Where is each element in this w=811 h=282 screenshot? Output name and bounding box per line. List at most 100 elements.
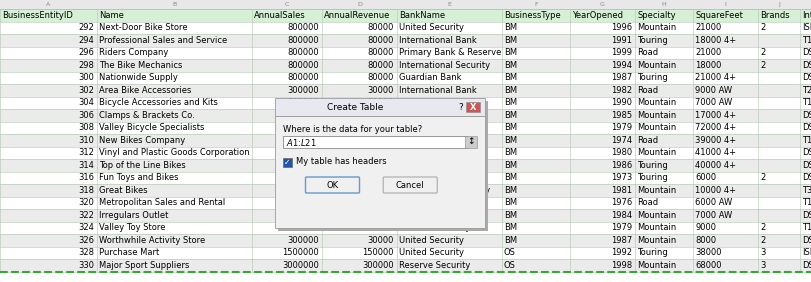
Text: ISDN: ISDN <box>802 248 811 257</box>
Text: X: X <box>470 102 476 111</box>
Bar <box>0 0 811 9</box>
Text: 80000: 80000 <box>367 23 394 32</box>
Text: 18000: 18000 <box>695 61 721 70</box>
Text: BM: BM <box>504 36 517 45</box>
Text: Name: Name <box>99 11 124 20</box>
Text: 300000: 300000 <box>287 86 319 95</box>
Text: 150000: 150000 <box>363 248 394 257</box>
Text: F: F <box>534 2 538 7</box>
Text: Road: Road <box>637 48 658 57</box>
Text: 1987: 1987 <box>611 73 632 82</box>
Text: Road: Road <box>637 86 658 95</box>
Text: DSL: DSL <box>802 236 811 245</box>
Text: 3: 3 <box>760 248 766 257</box>
Text: BM: BM <box>504 23 517 32</box>
Text: T3: T3 <box>802 186 811 195</box>
Text: 41000 4+: 41000 4+ <box>695 148 736 157</box>
Text: 30000: 30000 <box>367 123 394 132</box>
Text: C: C <box>285 2 290 7</box>
Text: J: J <box>778 2 780 7</box>
Text: BM: BM <box>504 211 517 220</box>
Text: $A$1:$L$21: $A$1:$L$21 <box>286 136 317 147</box>
Text: Road: Road <box>637 198 658 207</box>
Text: 2: 2 <box>760 48 766 57</box>
Text: International Security: International Security <box>399 186 490 195</box>
Text: A: A <box>46 2 50 7</box>
Text: International Bank: International Bank <box>399 86 477 95</box>
Text: 72000 4+: 72000 4+ <box>695 123 736 132</box>
Text: 800000: 800000 <box>287 36 319 45</box>
Text: DSL: DSL <box>802 173 811 182</box>
Text: 30000: 30000 <box>367 86 394 95</box>
Text: 300000: 300000 <box>287 236 319 245</box>
Text: International Security: International Security <box>399 61 490 70</box>
Text: DSL: DSL <box>802 61 811 70</box>
Text: 1500000: 1500000 <box>282 136 319 145</box>
Text: 322: 322 <box>78 211 94 220</box>
Text: AnnualRevenue: AnnualRevenue <box>324 11 390 20</box>
Text: 304: 304 <box>78 98 94 107</box>
Text: DSL: DSL <box>802 211 811 220</box>
Bar <box>0 159 811 171</box>
Text: Touring: Touring <box>637 73 667 82</box>
Text: Purchase Mart: Purchase Mart <box>99 248 159 257</box>
Text: DSL: DSL <box>802 261 811 270</box>
Text: Mountain: Mountain <box>637 23 676 32</box>
Text: ISDN: ISDN <box>802 23 811 32</box>
Text: 1976: 1976 <box>611 198 632 207</box>
Text: 1500000: 1500000 <box>282 148 319 157</box>
Text: 1991: 1991 <box>611 36 632 45</box>
Text: 3000000: 3000000 <box>282 261 319 270</box>
Bar <box>0 246 811 259</box>
Bar <box>466 102 480 112</box>
Text: 1979: 1979 <box>611 123 632 132</box>
Text: DSL: DSL <box>802 123 811 132</box>
Text: United Security: United Security <box>399 23 464 32</box>
Text: 3: 3 <box>760 261 766 270</box>
Bar <box>283 136 468 148</box>
Text: 300: 300 <box>78 73 94 82</box>
Text: BM: BM <box>504 73 517 82</box>
Text: New Bikes Company: New Bikes Company <box>99 136 185 145</box>
Text: 306: 306 <box>78 111 94 120</box>
Text: 300000: 300000 <box>287 98 319 107</box>
Text: Mountain: Mountain <box>637 148 676 157</box>
Bar <box>465 136 477 148</box>
Text: BM: BM <box>504 111 517 120</box>
Text: Road: Road <box>637 136 658 145</box>
Text: 1500000: 1500000 <box>282 248 319 257</box>
Text: T1: T1 <box>802 198 811 207</box>
Text: 2: 2 <box>760 61 766 70</box>
Text: BankName: BankName <box>399 11 445 20</box>
Text: Next-Door Bike Store: Next-Door Bike Store <box>99 23 187 32</box>
Text: 1986: 1986 <box>611 161 632 170</box>
Text: Metropolitan Sales and Rental: Metropolitan Sales and Rental <box>99 198 225 207</box>
Text: BM: BM <box>504 223 517 232</box>
Text: 17000 4+: 17000 4+ <box>695 111 736 120</box>
Text: 316: 316 <box>78 173 94 182</box>
Bar <box>0 9 811 21</box>
Text: 40000 4+: 40000 4+ <box>695 161 736 170</box>
Bar <box>0 209 811 221</box>
Text: 9000: 9000 <box>695 223 716 232</box>
Text: BusinessEntityID: BusinessEntityID <box>2 11 73 20</box>
Text: G: G <box>600 2 605 7</box>
Text: 296: 296 <box>78 48 94 57</box>
Text: 30000: 30000 <box>367 173 394 182</box>
Text: Vinyl and Plastic Goods Corporation: Vinyl and Plastic Goods Corporation <box>99 148 250 157</box>
Text: 6000: 6000 <box>695 173 716 182</box>
Text: Specialty: Specialty <box>637 11 676 20</box>
Text: Touring: Touring <box>637 248 667 257</box>
Text: Worthwhile Activity Store: Worthwhile Activity Store <box>99 236 205 245</box>
Text: DSL: DSL <box>802 73 811 82</box>
Text: BM: BM <box>504 61 517 70</box>
Text: 300000: 300000 <box>287 198 319 207</box>
Text: BM: BM <box>504 86 517 95</box>
Text: Reserve Security: Reserve Security <box>399 261 470 270</box>
Text: Clamps & Brackets Co.: Clamps & Brackets Co. <box>99 111 195 120</box>
Bar <box>0 147 811 159</box>
Text: Touring: Touring <box>637 161 667 170</box>
Text: Primary International: Primary International <box>399 211 488 220</box>
Text: Major Sport Suppliers: Major Sport Suppliers <box>99 261 190 270</box>
Text: AnnualSales: AnnualSales <box>254 11 306 20</box>
